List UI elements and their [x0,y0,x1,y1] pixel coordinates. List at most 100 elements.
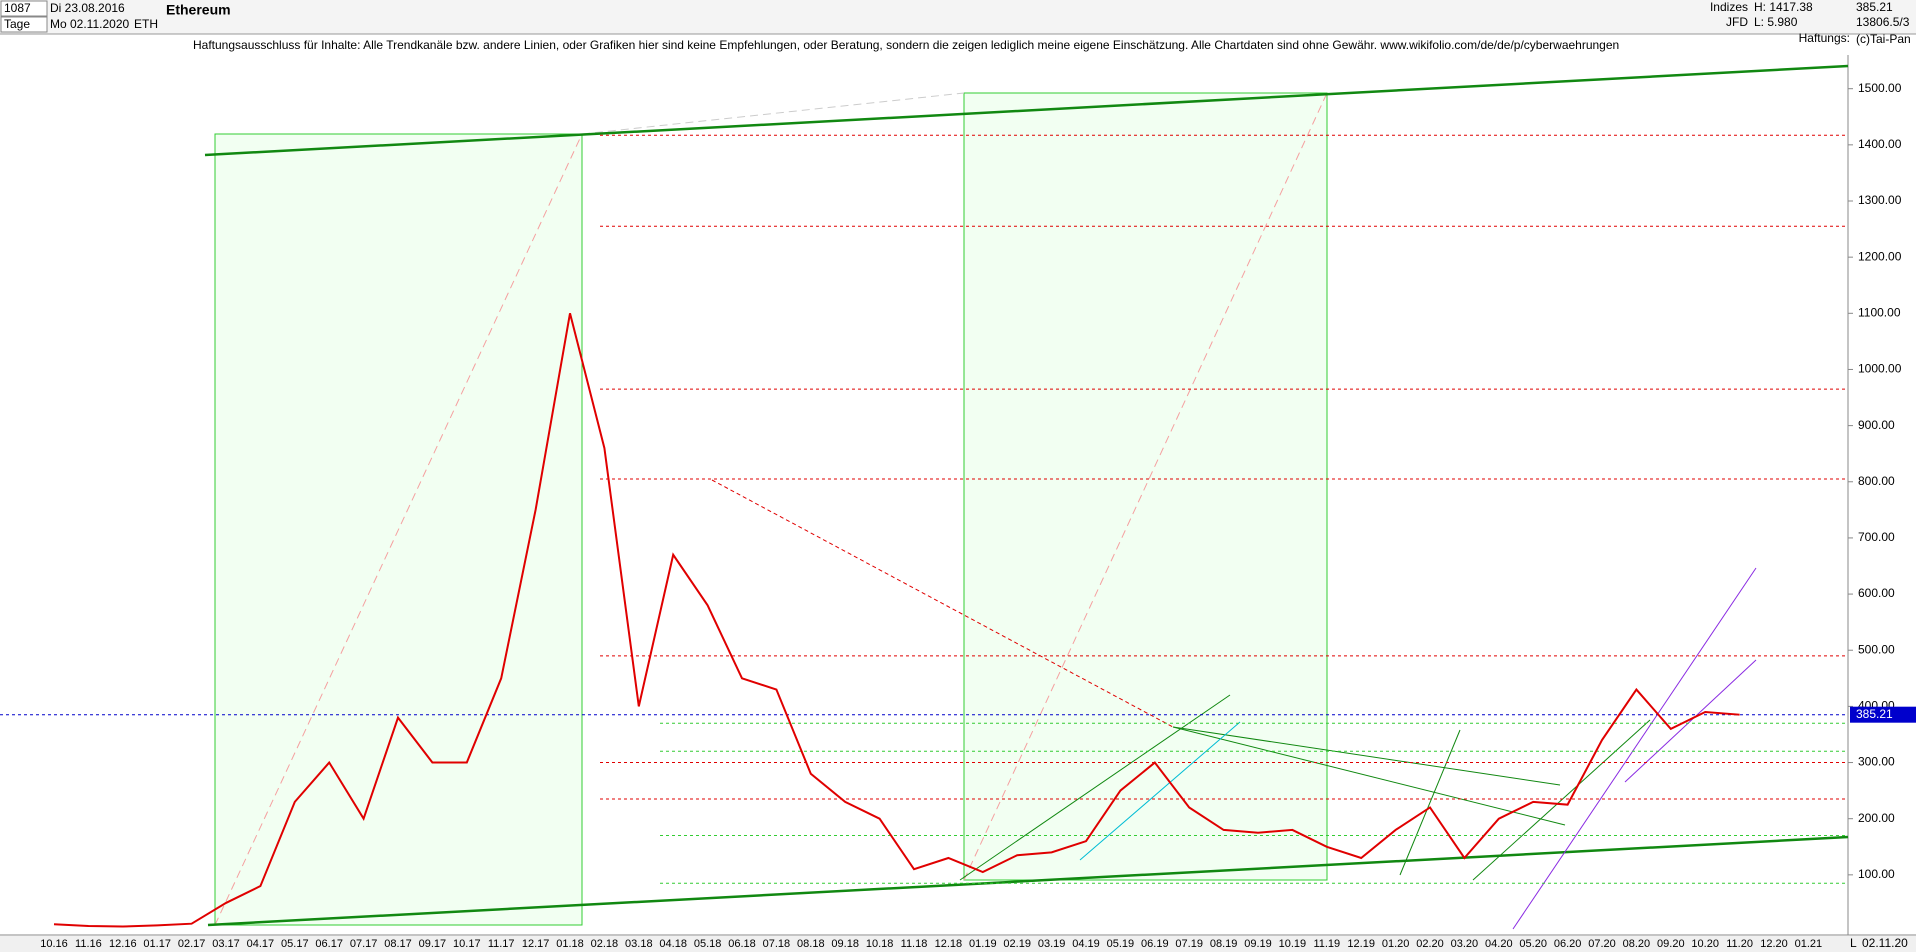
channel [1624,659,1757,783]
x-tick-label: 04.18 [659,938,687,950]
x-tick-label: 05.17 [281,938,309,950]
diagonal [214,133,583,926]
x-tick-label: 01.21 [1795,938,1823,950]
y-tick-label: 1500.00 [1858,81,1902,95]
volume: 13806.5/3 [1856,15,1910,29]
x-tick-label: 12.17 [522,938,550,950]
y-tick-label: 1400.00 [1858,137,1902,151]
x-tick-label: 03.20 [1451,938,1479,950]
x-tick-label: 07.19 [1175,938,1203,950]
x-tick-label: 03.19 [1038,938,1066,950]
x-tick-label: 08.18 [797,938,825,950]
x-tick-label: 07.17 [350,938,378,950]
x-tick-label: 12.19 [1347,938,1375,950]
x-tick-label: 10.20 [1691,938,1719,950]
x-tick-label: 08.17 [384,938,412,950]
y-tick-label: 900.00 [1858,418,1895,432]
x-tick-label: 03.18 [625,938,653,950]
x-tick-label: 01.19 [969,938,997,950]
y-tick-label: 500.00 [1858,642,1895,656]
x-tick-label: 02.19 [1003,938,1031,950]
drawings [204,64,1849,930]
x-tick-label: 05.18 [694,938,722,950]
instrument-name: Ethereum [166,2,231,18]
x-tick-label: 04.17 [247,938,275,950]
x-tick-label: 12.18 [935,938,963,950]
y-tick-label: 300.00 [1858,755,1895,769]
y-tick-label: 1300.00 [1858,193,1902,207]
x-tick-label: 05.20 [1519,938,1547,950]
date-footer: 02.11.20 [1862,936,1908,950]
x-tick-label: 04.19 [1072,938,1100,950]
low: L: 5.980 [1754,15,1798,29]
trend-line [1172,726,1566,826]
x-axis-bar [0,936,1916,952]
y-tick-label: 200.00 [1858,811,1895,825]
period: Tage [4,17,30,31]
trend-line [1172,726,1561,786]
start-date: Di 23.08.2016 [50,1,125,15]
x-tick-label: 08.19 [1210,938,1238,950]
x-tick-label: 07.20 [1588,938,1616,950]
group: Indizes [1710,0,1748,14]
x-tick-label: 04.20 [1485,938,1513,950]
last: 385.21 [1856,0,1893,14]
source: JFD [1726,15,1748,29]
y-tick-label: 1000.00 [1858,362,1902,376]
x-tick-label: 10.17 [453,938,481,950]
x-tick-label: 12.16 [109,938,137,950]
trend-line [959,694,1231,881]
scale-mode: L [1850,936,1857,950]
symbol: ETH [134,17,158,31]
y-tick-label: 800.00 [1858,474,1895,488]
x-tick-label: 11.17 [488,938,515,950]
x-tick-label: 02.20 [1416,938,1444,950]
end-date: Mo 02.11.2020 [50,17,129,31]
x-tick-label: 09.20 [1657,938,1685,950]
diagonal [963,92,1328,881]
x-tick-label: 06.20 [1554,938,1582,950]
channel [1079,721,1241,861]
x-tick-label: 03.17 [212,938,240,950]
x-tick-label: 09.18 [831,938,859,950]
trend-line [1472,719,1651,881]
x-tick-label: 02.17 [178,938,206,950]
y-tick-label: 100.00 [1858,867,1895,881]
channel [1512,567,1757,930]
disclaimer-short: Haftungs: [1799,31,1850,45]
x-tick-label: 09.19 [1244,938,1272,950]
current-price-box [1850,706,1916,723]
x-tick-label: 05.19 [1107,938,1135,950]
x-tick-label: 06.17 [315,938,343,950]
x-tick-label: 11.20 [1726,938,1753,950]
current-price-label: 385.21 [1856,707,1893,721]
count-box[interactable] [0,0,48,17]
y-tick-label: 1200.00 [1858,249,1902,263]
y-tick-label: 600.00 [1858,586,1895,600]
x-tick-label: 01.17 [143,938,171,950]
x-tick-label: 08.20 [1623,938,1651,950]
disclaimer: Haftungsausschluss für Inhalte: Alle Tre… [193,38,1619,52]
y-tick-label: 1100.00 [1858,305,1901,319]
count: 1087 [4,1,31,15]
trend-line [207,835,1849,927]
price-line [53,313,1740,928]
high: H: 1417.38 [1754,0,1813,14]
x-tick-label: 01.20 [1382,938,1410,950]
trend-line [204,64,1849,157]
x-tick-label: 01.18 [556,938,584,950]
copyright: (c)Tai-Pan [1856,32,1911,46]
y-tick-label: 700.00 [1858,530,1895,544]
period-box[interactable] [0,16,48,33]
x-tick-label: 12.20 [1760,938,1788,950]
x-tick-label: 06.19 [1141,938,1169,950]
x-tick-label: 09.17 [419,938,447,950]
x-tick-label: 02.18 [591,938,619,950]
header-bar [0,0,1916,34]
x-tick-label: 10.19 [1279,938,1307,950]
x-tick-label: 06.18 [728,938,756,950]
x-tick-label: 07.18 [763,938,791,950]
x-tick-label: 10.18 [866,938,894,950]
